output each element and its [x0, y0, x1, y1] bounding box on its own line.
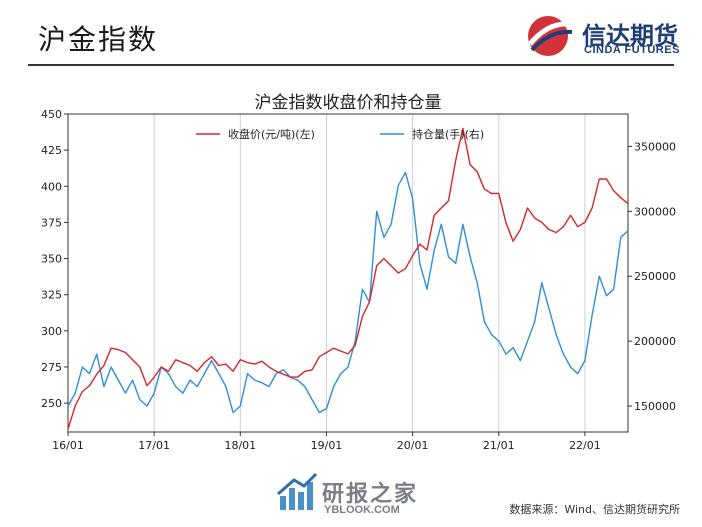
y-right-tick-label: 150000 [634, 400, 676, 413]
watermark-text-cn: 研报之家 [322, 482, 419, 507]
y-left-tick-label: 400 [41, 180, 62, 193]
y-left-tick-label: 350 [41, 253, 62, 266]
y-right-tick-label: 200000 [634, 335, 676, 348]
x-tick-label: 16/01 [52, 439, 84, 452]
chart-title: 沪金指数收盘价和持仓量 [255, 93, 442, 113]
watermark: 研报之家 YBLOOK.COM [276, 472, 436, 522]
watermark-icon [277, 472, 318, 510]
x-tick-label: 17/01 [138, 439, 170, 452]
header: 沪金指数 信达期货 CINDA FUTURES [0, 0, 702, 70]
y-right-tick-label: 350000 [634, 140, 676, 153]
x-tick-label: 19/01 [311, 439, 343, 452]
x-tick-label: 22/01 [569, 439, 601, 452]
y-left-tick-label: 375 [41, 216, 62, 229]
y-left-tick-label: 300 [41, 325, 62, 338]
cinda-logo-icon [528, 16, 573, 56]
series-line-close-price [67, 127, 629, 430]
y-right-tick-label: 250000 [634, 270, 676, 283]
data-source: 数据来源：Wind、信达期货研究所 [509, 503, 680, 516]
y-left-tick-label: 450 [41, 108, 62, 121]
legend-label-open-interest: 持仓量(手)(右) [412, 127, 484, 141]
logo-text-en: CINDA FUTURES [584, 44, 680, 56]
y-left-tick-label: 425 [41, 144, 62, 157]
y-left-tick-label: 250 [41, 397, 62, 410]
x-tick-label: 18/01 [224, 439, 256, 452]
cinda-logo: 信达期货 CINDA FUTURES [526, 14, 686, 58]
series-line-open-interest [67, 171, 629, 414]
x-tick-label: 21/01 [483, 439, 515, 452]
header-divider [28, 64, 674, 66]
watermark-text-en: YBLOOK.COM [324, 504, 400, 516]
legend-label-close-price: 收盘价(元/吨)(左) [228, 127, 315, 141]
y-right-tick-label: 300000 [634, 205, 676, 218]
gold-index-chart: 沪金指数收盘价和持仓量 250 275 300 325 350 375 400 425 450 15… [41, 93, 676, 452]
x-tick-label: 20/01 [397, 439, 429, 452]
plot-area-frame [67, 113, 629, 433]
y-left-tick-label: 275 [41, 361, 62, 374]
logo-text-cn: 信达期货 [582, 22, 678, 50]
y-left-tick-label: 325 [41, 289, 62, 302]
page-title: 沪金指数 [38, 23, 159, 56]
